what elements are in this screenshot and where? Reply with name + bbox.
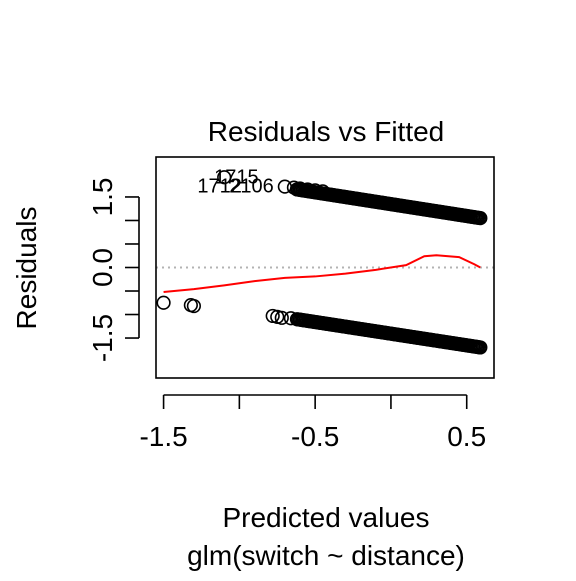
- x-axis-label: Predicted values: [222, 502, 429, 533]
- chart-title: Residuals vs Fitted: [208, 116, 445, 147]
- x-tick-label: -0.5: [291, 421, 339, 452]
- point-label: 2106: [229, 176, 274, 198]
- y-axis-label: Residuals: [11, 207, 42, 330]
- y-tick-label: 1.5: [87, 177, 118, 216]
- x-tick-label: 0.5: [447, 421, 486, 452]
- y-tick-label: 0.0: [87, 248, 118, 287]
- y-tick-label: -1.5: [87, 314, 118, 362]
- x-tick-label: -1.5: [139, 421, 187, 452]
- model-formula-label: glm(switch ~ distance): [187, 540, 465, 571]
